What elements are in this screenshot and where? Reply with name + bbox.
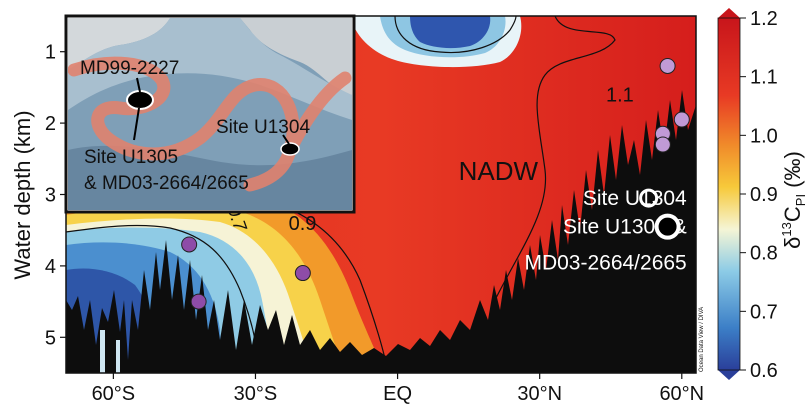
colorbar-ticks: 1.2 1.1 1.0 0.9 0.8 0.7 0.6 <box>740 8 778 382</box>
trench-gap-1 <box>100 330 105 373</box>
y-tick-label: 1 <box>45 42 56 64</box>
colorbar-tick-label: 0.8 <box>750 243 778 265</box>
u1304-marker <box>280 142 300 156</box>
inset-label-md03: & MD03-2664/2665 <box>84 173 249 194</box>
nadw-label: NADW <box>459 156 539 186</box>
study-site-marker <box>639 188 659 208</box>
u1304-leader <box>282 134 290 145</box>
inset-label-md99: MD99-2227 <box>80 58 179 79</box>
colorbar-ramp <box>718 18 740 370</box>
core-site-marker <box>673 111 690 128</box>
core-site-marker <box>654 136 671 153</box>
md99-leader <box>136 77 141 93</box>
x-tick-label: EQ <box>383 383 412 405</box>
inset-label-u1305: Site U1305 <box>84 147 178 168</box>
colorbar-tick-label: 1.0 <box>750 125 778 147</box>
contour-label: 0.9 <box>289 213 317 235</box>
inset-land-ne <box>240 18 352 95</box>
core-site-marker <box>190 293 207 310</box>
colorbar-tick-label: 1.2 <box>750 8 778 30</box>
y-tick-label: 5 <box>45 327 56 349</box>
x-tick-label: 60°N <box>659 383 704 405</box>
core-site-marker <box>181 236 198 253</box>
site-label: Site U1304 <box>583 187 687 210</box>
y-tick-label: 2 <box>45 113 56 135</box>
site-label: MD03-2664/2665 <box>524 251 686 274</box>
x-tick-label: 30°N <box>517 383 562 405</box>
colorbar-tick-label: 1.1 <box>750 67 778 89</box>
contour-0.7 <box>66 224 261 373</box>
inset-land-nw <box>68 18 170 70</box>
inset-label-u1304: Site U1304 <box>216 117 310 138</box>
y-tick-label: 4 <box>45 256 56 278</box>
colorbar-tick-label: 0.7 <box>750 301 778 323</box>
section-plot <box>66 16 696 373</box>
x-tick-label: 30°S <box>234 383 278 405</box>
trench-gap-2 <box>116 340 120 373</box>
colorbar <box>717 8 741 380</box>
seafloor <box>66 90 696 373</box>
y-axis: 1 2 3 4 5 <box>45 42 66 349</box>
core-site-marker <box>294 265 311 282</box>
y-axis-label: Water depth (km) <box>10 110 35 279</box>
colorbar-label: δ13CPI (‰) <box>779 151 808 249</box>
odv-credit: Ocean Data View / DIVA <box>699 307 705 372</box>
inset-map: MD99-2227 Site U1304 Site U1305 & MD03-2… <box>64 14 356 214</box>
x-axis: 60°S 30°S EQ 30°N 60°N <box>92 373 704 405</box>
study-site-marker <box>654 213 681 240</box>
colorbar-top-cap <box>718 8 740 18</box>
colorbar-tick-label: 0.9 <box>750 184 778 206</box>
colorbar-tick-label: 0.6 <box>750 360 778 382</box>
x-tick-label: 60°S <box>92 383 136 405</box>
sites-layer <box>181 57 690 310</box>
y-tick-label: 3 <box>45 185 56 207</box>
u1305-leader <box>133 107 140 141</box>
north-surface-blue <box>410 16 491 49</box>
contour-north-surface <box>394 16 517 54</box>
inset-shelf <box>68 18 352 120</box>
colorbar-bottom-cap <box>718 370 740 380</box>
md99-2227-marker <box>126 90 154 110</box>
inset-deep-basin <box>68 145 352 210</box>
core-site-marker <box>659 57 676 74</box>
contour-label: 1.1 <box>606 85 634 107</box>
